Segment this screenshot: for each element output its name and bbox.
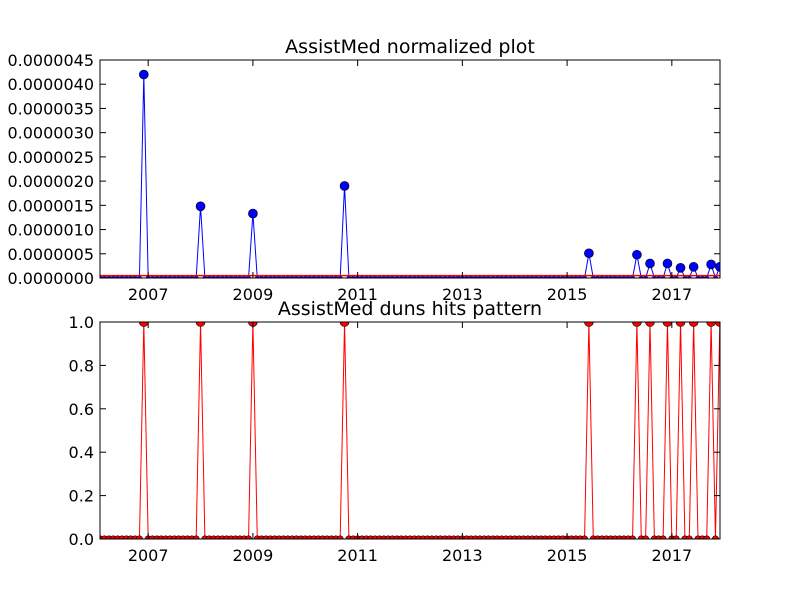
data-point [645,258,655,269]
y-tick-label: 0.0000010 [7,221,94,240]
data-point [248,208,258,219]
data-point [688,322,699,327]
y-tick-label: 0.0000040 [7,75,94,94]
y-tick-label: 0.0000020 [7,172,94,191]
y-tick-label: 0.0000045 [7,51,94,70]
plot-area [100,322,720,539]
y-tick-label: 0.8 [69,356,94,375]
plot-area [100,69,720,278]
x-tick-label: 2015 [547,546,588,565]
x-tick-label: 2011 [337,546,378,565]
y-tick-label: 0.6 [69,400,94,419]
y-tick-label: 0.0000025 [7,148,94,167]
chart-title: AssistMed normalized plot [285,36,535,58]
x-tick-label: 2017 [651,285,692,304]
x-tick-label: 2013 [442,285,483,304]
y-tick-label: 0.0000030 [7,124,94,143]
chart-title: AssistMed duns hits pattern [278,298,542,320]
axes-frame [99,321,721,540]
chart-1: 0.0000000 0.0000005 0.0000010 0.0000015 0.00… [7,36,721,304]
data-point [139,69,149,80]
y-tick-label: 0.0000005 [7,245,94,264]
y-tick-label: 0.0000000 [7,269,94,288]
data-point [675,322,686,327]
data-point [195,201,206,212]
data-point [139,322,149,327]
data-point [632,322,642,327]
data-point [645,322,655,327]
x-tick-label: 2015 [547,285,588,304]
y-tick-label: 0.4 [69,443,94,462]
x-tick-label: 2007 [128,285,169,304]
y-tick-label: 0.0000015 [7,196,94,215]
data-point [662,322,673,327]
y-tick-label: 0.0000035 [7,99,94,118]
x-tick-label: 2017 [651,546,692,565]
axes-frame [99,59,721,279]
data-point [632,249,642,260]
data-point [339,322,350,327]
series-line-1 [100,322,720,539]
data-point [662,258,673,269]
chart-2: 0.0 0.2 0.4 0.6 0.8 1.0 2007 2009 2011 2013 2015 20… [69,298,721,565]
y-tick-label: 0.0 [69,530,94,549]
y-tick-label: 1.0 [69,313,94,332]
x-tick-label: 2009 [233,285,274,304]
data-point [675,263,686,273]
data-point [584,248,594,259]
data-point [195,322,206,327]
data-point [706,322,716,327]
data-point [584,322,594,327]
data-point [339,181,350,191]
data-point [706,259,716,270]
series-line-1 [100,74,720,278]
y-tick-label: 0.2 [69,487,94,506]
x-tick-label: 2009 [233,546,274,565]
x-tick-label: 2007 [128,546,169,565]
x-tick-label: 2011 [337,285,378,304]
x-tick-label: 2013 [442,546,483,565]
data-point [688,262,699,272]
